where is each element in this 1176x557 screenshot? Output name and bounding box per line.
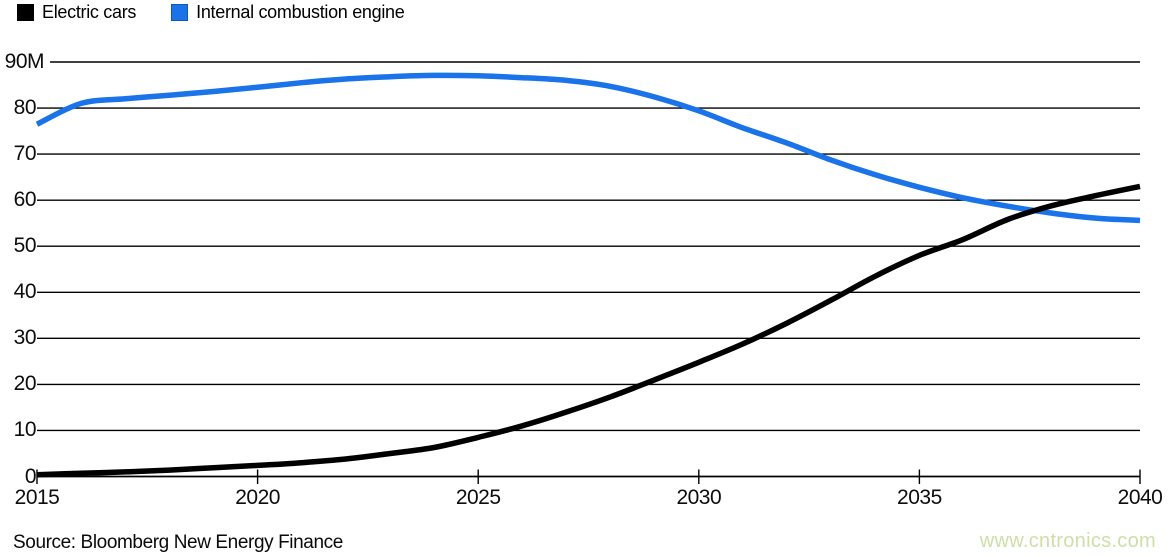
x-axis-tick-label-2020: 2020 [235,486,280,509]
y-axis-tick-label-20: 20 [13,372,37,396]
legend-item-electric-cars: Electric cars [17,2,136,22]
legend-item-internal-combustion-engine: Internal combustion engine [171,2,405,22]
electric-cars-line [36,183,1141,478]
legend-label-electric-cars: Electric cars [42,2,137,22]
watermark-text: www.cntronics.com [979,530,1156,552]
legend-swatch-internal-combustion-engine [171,3,189,21]
y-axis-tick-label-40: 40 [13,280,37,304]
x-axis-tick-label-2030: 2030 [676,486,722,509]
y-axis-tick-label-30: 30 [13,326,37,350]
y-axis-tick-label-90M: 90M [4,50,45,73]
legend-label-internal-combustion-engine: Internal combustion engine [196,2,405,22]
y-axis-tick-label-0: 0 [24,464,37,488]
y-axis-tick-label-50: 50 [13,234,37,258]
source-label: Source: Bloomberg New Energy Finance [13,532,343,553]
internal-combustion-engine-line [35,72,1141,224]
chart-legend: Electric cars Internal combustion engine [17,2,439,22]
x-axis-tick-label-2015: 2015 [14,486,60,509]
legend-swatch-electric-cars [17,3,34,21]
y-axis-tick-label-70: 70 [13,142,37,166]
y-axis-tick-label-10: 10 [13,418,37,442]
x-axis-tick-label-2025: 2025 [455,486,501,509]
y-axis-tick-label-80: 80 [13,96,37,120]
x-axis-tick-label-2040: 2040 [1117,486,1163,509]
x-axis-tick-label-2035: 2035 [897,486,942,509]
y-axis-tick-label-60: 60 [13,188,37,212]
